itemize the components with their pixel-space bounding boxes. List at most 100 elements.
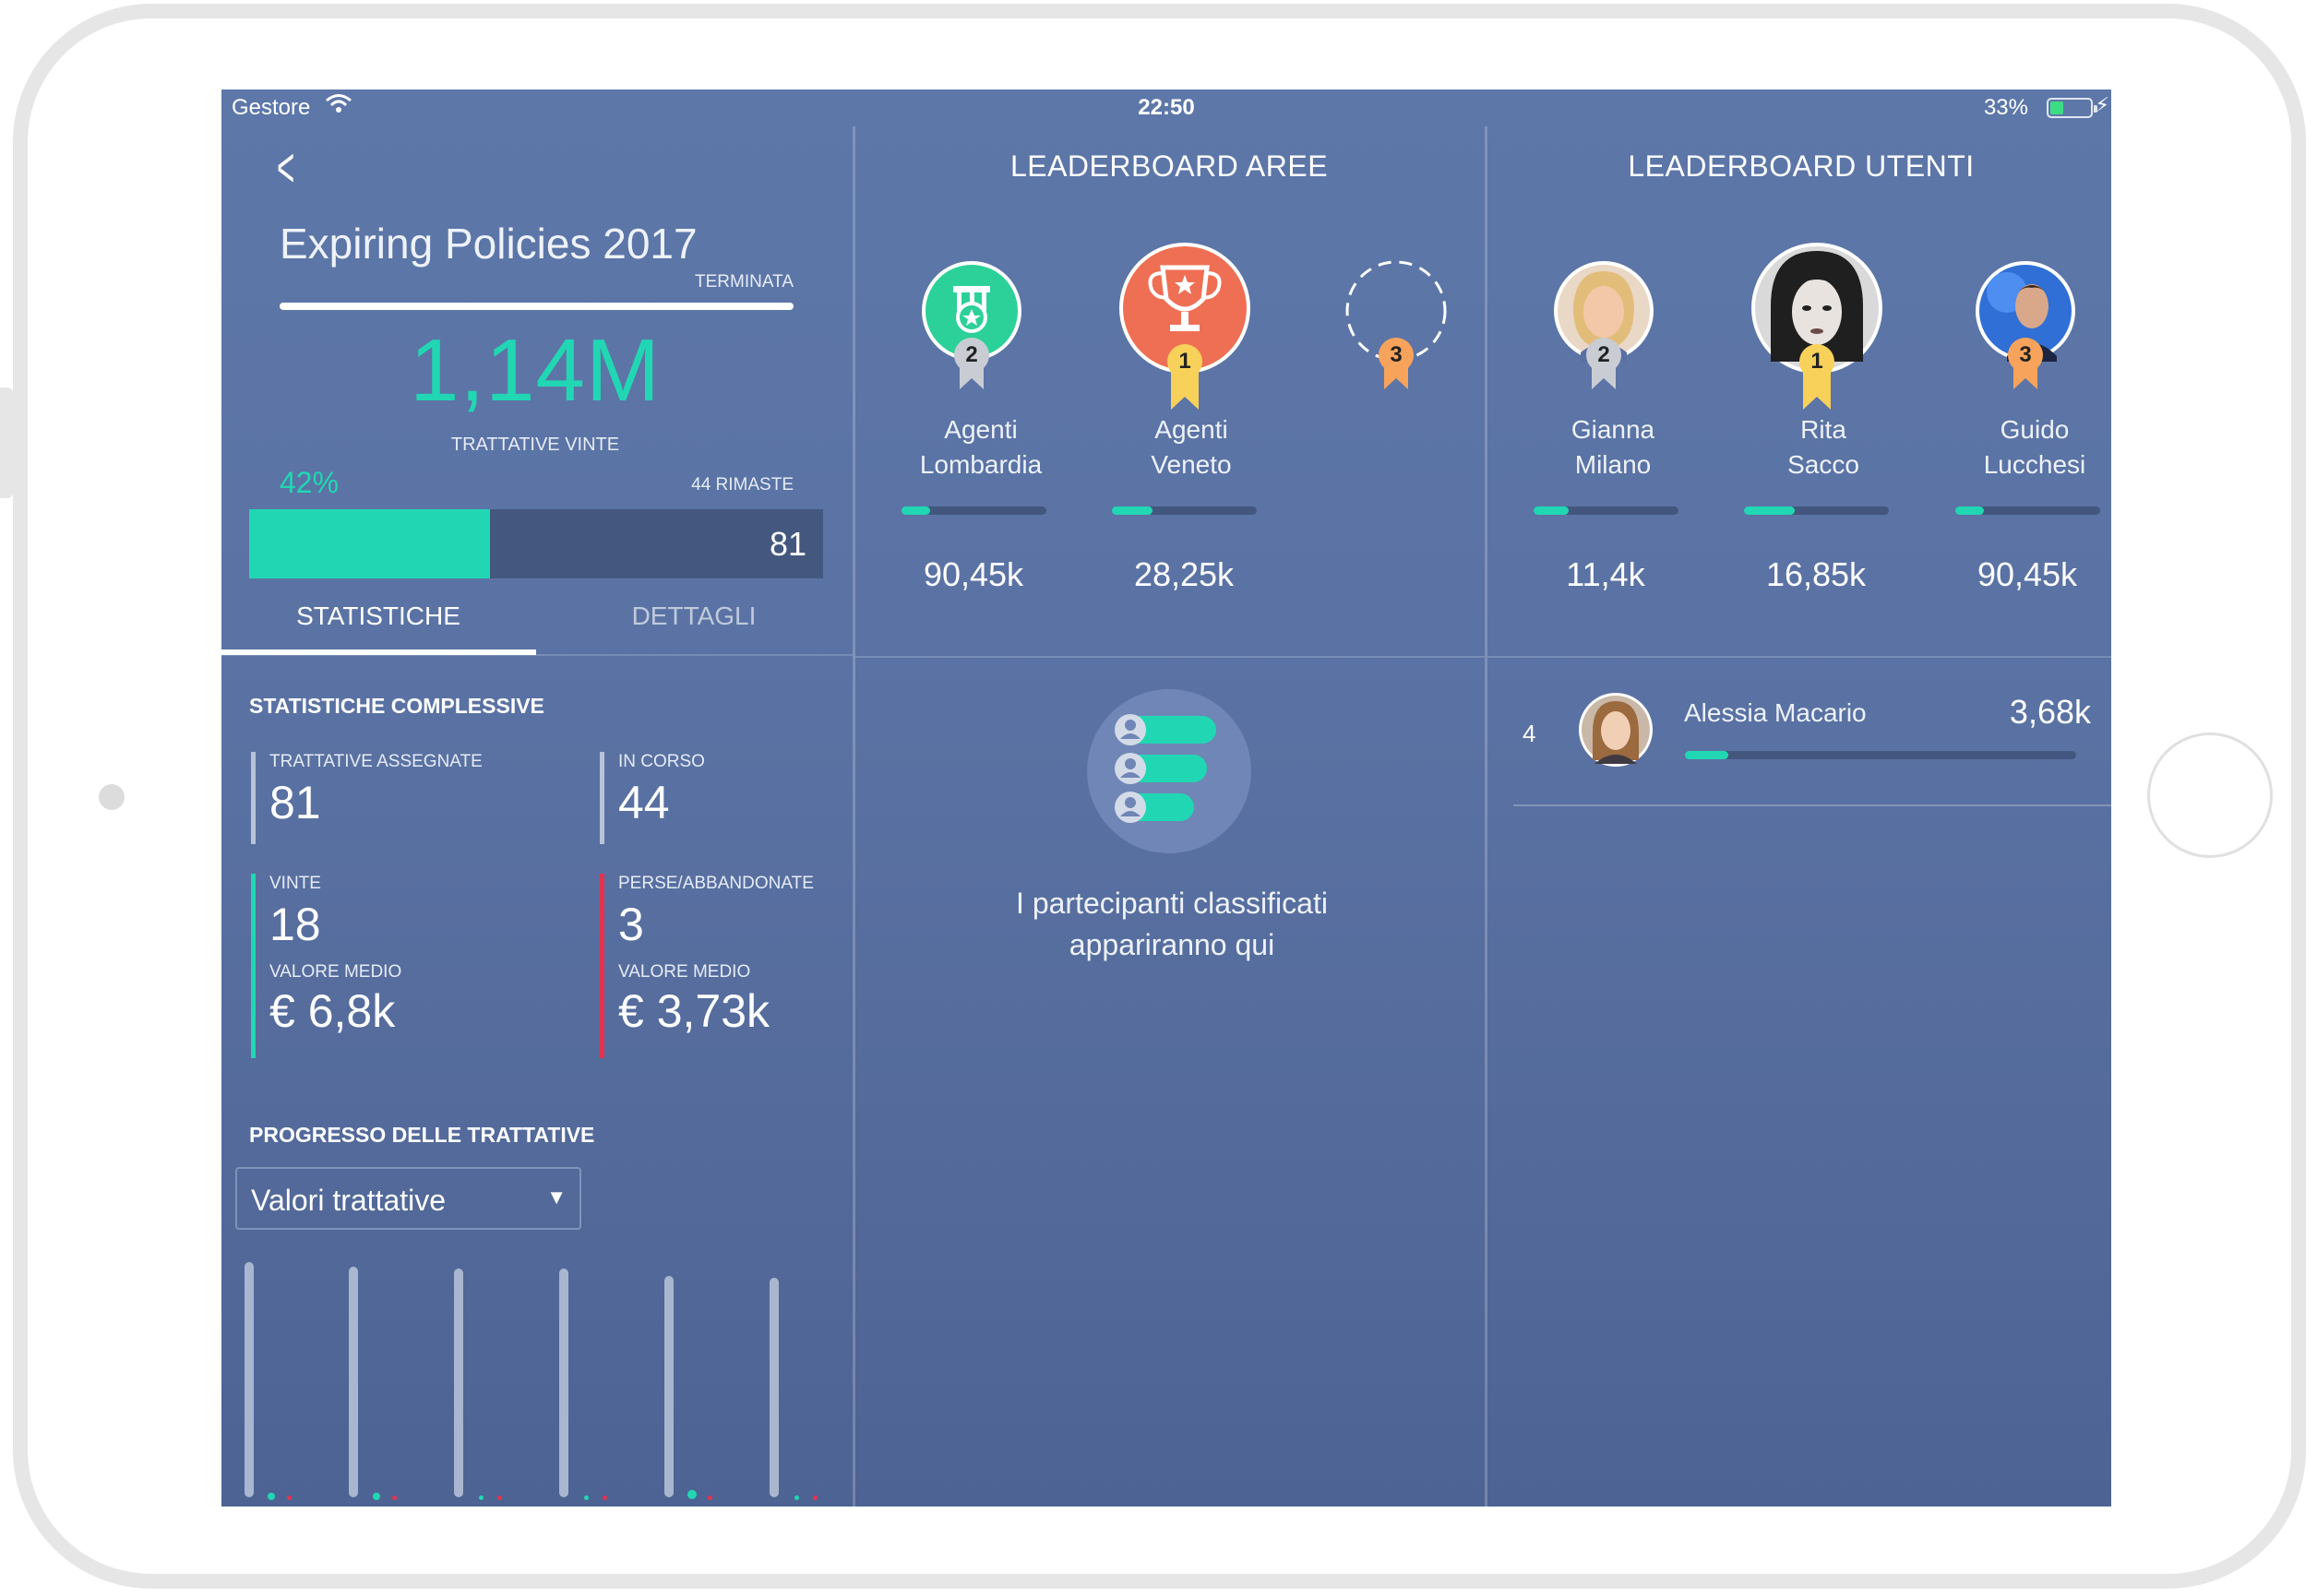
user-name: Guido Lucchesi [1929,412,2111,482]
list-user-name: Alessia Macario [1684,698,1867,727]
lost-dot [497,1495,502,1500]
user-progress-fill [1534,506,1569,515]
empty-state-text: I partecipanti classificati appariranno … [858,883,1486,966]
app-screen: Gestore 22:50 33% ⚡ < Expiring Policies … [221,89,2111,1507]
stat-lost: PERSE/ABBANDONATE 3 VALORE MEDIO € 3,73k [600,874,844,1058]
user-medal: 2 [1553,260,1654,399]
user-name-line1: Gianna [1571,415,1655,444]
silver-medal-icon: 2 [921,260,1022,399]
stat-won-avg-value: € 6,8k [269,985,396,1037]
stat-bar [600,752,604,844]
rank-badge: 3 [2008,338,2043,373]
stat-in-progress: IN CORSO 44 [600,752,840,844]
tablet-camera [99,784,125,810]
user-medal: 1 [1750,242,1883,417]
remaining-label: 44 RIMASTE [691,475,794,494]
area-name-line2: Veneto [1151,450,1232,479]
wifi-icon [325,93,352,120]
won-dot [794,1495,799,1500]
rank-badge: 3 [1379,338,1414,373]
user-name: Rita Sacco [1717,412,1929,482]
stat-won-label: VINTE [269,874,321,893]
area-value: 90,45k [923,555,1024,593]
user-progress-bar [1955,506,2100,515]
area-progress-fill [902,506,931,515]
user-name-line2: Sacco [1787,450,1859,479]
stat-assigned-value: 81 [269,777,321,828]
stat-assigned-label: TRATTATIVE ASSEGNATE [269,752,483,771]
dropdown-caret-icon: ▼ [546,1185,567,1209]
list-progress-bar [1685,751,2076,759]
campaign-progress-fill [249,509,491,578]
area-name-line1: Agenti [944,415,1018,444]
column-divider [1485,126,1487,1507]
leaderboard-areas-title: LEADERBOARD AREE [1009,149,1329,183]
area-progress-bar [902,506,1046,515]
battery-icon [2047,98,2097,118]
area-name-line1: Agenti [1154,415,1228,444]
progress-metric-select[interactable]: Valori trattative ▼ [235,1167,581,1230]
empty-state-line2: appariranno qui [1069,928,1275,961]
rank-badge: 2 [1586,338,1621,373]
avatar [1750,242,1883,375]
user-name: Gianna Milano [1507,412,1719,482]
user-name-line2: Milano [1574,450,1652,479]
user-name-line1: Guido [2000,415,2070,444]
user-value: 11,4k [1566,555,1645,593]
stat-bar [251,752,256,844]
tab-dettagli[interactable]: DETTAGLI [631,601,757,630]
campaign-timeline-bar [280,303,794,310]
row-divider [855,656,1485,658]
lost-dot [287,1495,292,1500]
progress-bar [454,1268,463,1497]
stat-bar [600,874,604,1058]
list-user-value: 3,68k [2009,693,2091,731]
stat-won-value: 18 [269,899,321,950]
status-bar: Gestore 22:50 33% ⚡ [221,89,2111,126]
campaign-title: Expiring Policies 2017 [280,220,698,268]
charging-icon: ⚡ [2095,93,2109,116]
gold-medal-icon: 1 [1118,242,1251,417]
avatar [1975,260,2076,362]
tab-statistiche[interactable]: STATISTICHE [296,601,460,630]
empty-state-line1: I partecipanti classificati [1016,887,1328,920]
lost-dot [603,1495,607,1500]
area-name: Agenti Veneto [1085,412,1297,482]
area-progress-bar [1112,506,1257,515]
stat-lost-label: PERSE/ABBANDONATE [618,874,814,893]
user-progress-bar [1534,506,1678,515]
lost-dot [813,1495,818,1500]
stat-in-progress-label: IN CORSO [618,752,705,771]
tablet-side-button [0,387,13,498]
row-divider [221,654,853,656]
user-progress-fill [1955,506,1985,515]
user-medal: 3 [1975,260,2076,399]
battery-percent: 33% [1983,95,2028,120]
user-value: 16,85k [1765,555,1867,593]
won-label: TRATTATIVE VINTE [450,435,620,455]
column-divider [853,126,855,1507]
user-name-line1: Rita [1800,415,1846,444]
ranked-list-placeholder-icon [1087,689,1251,853]
won-dot [479,1495,484,1500]
area-progress-fill [1112,506,1153,515]
progress-section-title: PROGRESSO DELLE TRATTATIVE [249,1123,595,1147]
select-value: Valori trattative [251,1184,447,1217]
progress-bar [664,1276,674,1497]
area-name-line2: Lombardia [919,450,1043,479]
lost-dot [392,1495,397,1500]
list-progress-fill [1685,751,1728,759]
back-chevron-icon[interactable]: < [277,137,295,198]
list-divider [1513,804,2111,806]
won-value: 1,14M [410,321,661,420]
carrier-label: Gestore [232,95,311,120]
campaign-progress-bar: 81 [249,509,823,578]
progress-bar [349,1267,358,1497]
home-button[interactable] [2147,732,2273,858]
user-progress-bar [1744,506,1889,515]
user-name-line2: Lucchesi [1983,450,2086,479]
progress-sparkline [221,1243,853,1507]
leaderboard-users-title: LEADERBOARD UTENTI [1628,149,1975,183]
rank-badge: 2 [954,338,989,373]
won-dot [373,1493,380,1500]
